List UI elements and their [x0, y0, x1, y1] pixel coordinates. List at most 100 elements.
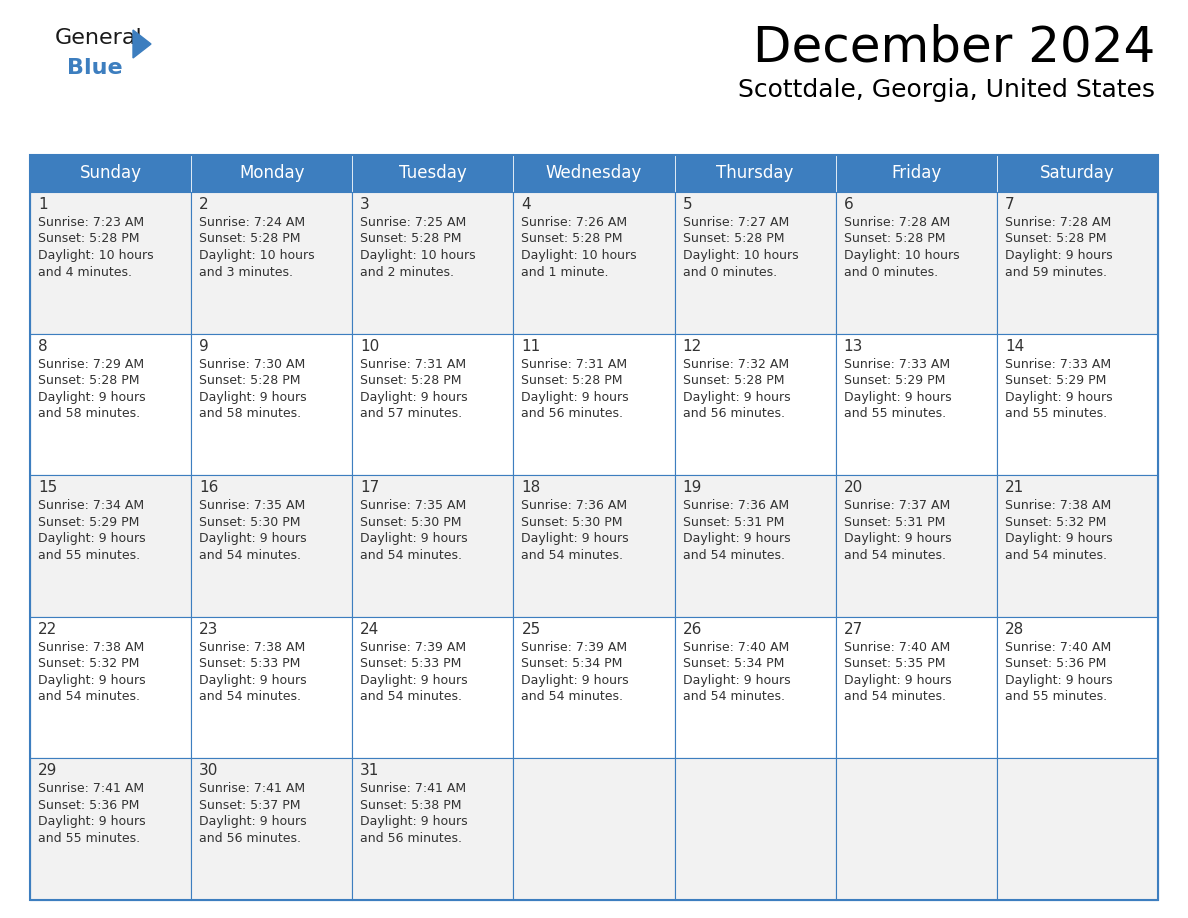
Bar	[513, 192, 675, 333]
Text: December 2024: December 2024	[753, 23, 1155, 71]
Text: 29: 29	[38, 764, 57, 778]
Text: Wednesday: Wednesday	[545, 164, 643, 183]
Bar	[675, 155, 835, 192]
Text: 28: 28	[1005, 621, 1024, 637]
Bar	[835, 758, 997, 900]
Bar	[353, 617, 513, 758]
Text: Thursday: Thursday	[716, 164, 794, 183]
Bar	[513, 617, 675, 758]
Text: Sunrise: 7:41 AM
Sunset: 5:36 PM
Daylight: 9 hours
and 55 minutes.: Sunrise: 7:41 AM Sunset: 5:36 PM Dayligh…	[38, 782, 146, 845]
Text: Sunrise: 7:38 AM
Sunset: 5:32 PM
Daylight: 9 hours
and 54 minutes.: Sunrise: 7:38 AM Sunset: 5:32 PM Dayligh…	[38, 641, 146, 703]
Bar	[675, 617, 835, 758]
Text: Sunrise: 7:41 AM
Sunset: 5:38 PM
Daylight: 9 hours
and 56 minutes.: Sunrise: 7:41 AM Sunset: 5:38 PM Dayligh…	[360, 782, 468, 845]
Text: Sunrise: 7:27 AM
Sunset: 5:28 PM
Daylight: 10 hours
and 0 minutes.: Sunrise: 7:27 AM Sunset: 5:28 PM Dayligh…	[683, 216, 798, 278]
Polygon shape	[133, 30, 151, 58]
Bar	[513, 155, 675, 192]
Text: Sunrise: 7:41 AM
Sunset: 5:37 PM
Daylight: 9 hours
and 56 minutes.: Sunrise: 7:41 AM Sunset: 5:37 PM Dayligh…	[200, 782, 307, 845]
Text: Sunday: Sunday	[80, 164, 141, 183]
Bar	[675, 192, 835, 333]
Text: 7: 7	[1005, 197, 1015, 212]
Text: 24: 24	[360, 621, 379, 637]
Bar	[353, 192, 513, 333]
Text: Saturday: Saturday	[1040, 164, 1114, 183]
Text: Sunrise: 7:33 AM
Sunset: 5:29 PM
Daylight: 9 hours
and 55 minutes.: Sunrise: 7:33 AM Sunset: 5:29 PM Dayligh…	[843, 358, 952, 420]
Text: Monday: Monday	[239, 164, 304, 183]
Text: Sunrise: 7:38 AM
Sunset: 5:32 PM
Daylight: 9 hours
and 54 minutes.: Sunrise: 7:38 AM Sunset: 5:32 PM Dayligh…	[1005, 499, 1112, 562]
Bar	[191, 192, 353, 333]
Text: Sunrise: 7:30 AM
Sunset: 5:28 PM
Daylight: 9 hours
and 58 minutes.: Sunrise: 7:30 AM Sunset: 5:28 PM Dayligh…	[200, 358, 307, 420]
Text: 12: 12	[683, 339, 702, 353]
Text: Scottdale, Georgia, United States: Scottdale, Georgia, United States	[738, 78, 1155, 102]
Bar	[30, 155, 191, 192]
Text: 19: 19	[683, 480, 702, 495]
Text: 30: 30	[200, 764, 219, 778]
Bar	[835, 476, 997, 617]
Text: Sunrise: 7:37 AM
Sunset: 5:31 PM
Daylight: 9 hours
and 54 minutes.: Sunrise: 7:37 AM Sunset: 5:31 PM Dayligh…	[843, 499, 952, 562]
Bar	[30, 617, 191, 758]
Text: Sunrise: 7:39 AM
Sunset: 5:33 PM
Daylight: 9 hours
and 54 minutes.: Sunrise: 7:39 AM Sunset: 5:33 PM Dayligh…	[360, 641, 468, 703]
Text: 23: 23	[200, 621, 219, 637]
Bar	[353, 333, 513, 476]
Bar	[30, 333, 191, 476]
Text: Sunrise: 7:23 AM
Sunset: 5:28 PM
Daylight: 10 hours
and 4 minutes.: Sunrise: 7:23 AM Sunset: 5:28 PM Dayligh…	[38, 216, 153, 278]
Text: 6: 6	[843, 197, 853, 212]
Text: 8: 8	[38, 339, 48, 353]
Text: Sunrise: 7:35 AM
Sunset: 5:30 PM
Daylight: 9 hours
and 54 minutes.: Sunrise: 7:35 AM Sunset: 5:30 PM Dayligh…	[360, 499, 468, 562]
Text: Sunrise: 7:28 AM
Sunset: 5:28 PM
Daylight: 9 hours
and 59 minutes.: Sunrise: 7:28 AM Sunset: 5:28 PM Dayligh…	[1005, 216, 1112, 278]
Bar	[997, 476, 1158, 617]
Bar	[675, 476, 835, 617]
Bar	[513, 333, 675, 476]
Text: Tuesday: Tuesday	[399, 164, 467, 183]
Text: Sunrise: 7:32 AM
Sunset: 5:28 PM
Daylight: 9 hours
and 56 minutes.: Sunrise: 7:32 AM Sunset: 5:28 PM Dayligh…	[683, 358, 790, 420]
Text: Sunrise: 7:36 AM
Sunset: 5:31 PM
Daylight: 9 hours
and 54 minutes.: Sunrise: 7:36 AM Sunset: 5:31 PM Dayligh…	[683, 499, 790, 562]
Text: 21: 21	[1005, 480, 1024, 495]
Text: Sunrise: 7:29 AM
Sunset: 5:28 PM
Daylight: 9 hours
and 58 minutes.: Sunrise: 7:29 AM Sunset: 5:28 PM Dayligh…	[38, 358, 146, 420]
Bar	[191, 155, 353, 192]
Bar	[997, 758, 1158, 900]
Text: 22: 22	[38, 621, 57, 637]
Bar	[30, 155, 1158, 900]
Bar	[30, 192, 191, 333]
Bar	[835, 617, 997, 758]
Text: Sunrise: 7:40 AM
Sunset: 5:35 PM
Daylight: 9 hours
and 54 minutes.: Sunrise: 7:40 AM Sunset: 5:35 PM Dayligh…	[843, 641, 952, 703]
Bar	[997, 192, 1158, 333]
Text: Sunrise: 7:31 AM
Sunset: 5:28 PM
Daylight: 9 hours
and 56 minutes.: Sunrise: 7:31 AM Sunset: 5:28 PM Dayligh…	[522, 358, 630, 420]
Bar	[835, 192, 997, 333]
Bar	[835, 155, 997, 192]
Bar	[997, 333, 1158, 476]
Text: Sunrise: 7:40 AM
Sunset: 5:36 PM
Daylight: 9 hours
and 55 minutes.: Sunrise: 7:40 AM Sunset: 5:36 PM Dayligh…	[1005, 641, 1112, 703]
Text: 13: 13	[843, 339, 864, 353]
Text: 20: 20	[843, 480, 862, 495]
Bar	[353, 476, 513, 617]
Text: 11: 11	[522, 339, 541, 353]
Text: 5: 5	[683, 197, 693, 212]
Text: Sunrise: 7:40 AM
Sunset: 5:34 PM
Daylight: 9 hours
and 54 minutes.: Sunrise: 7:40 AM Sunset: 5:34 PM Dayligh…	[683, 641, 790, 703]
Text: 10: 10	[360, 339, 379, 353]
Bar	[30, 476, 191, 617]
Text: Sunrise: 7:38 AM
Sunset: 5:33 PM
Daylight: 9 hours
and 54 minutes.: Sunrise: 7:38 AM Sunset: 5:33 PM Dayligh…	[200, 641, 307, 703]
Text: 18: 18	[522, 480, 541, 495]
Text: 26: 26	[683, 621, 702, 637]
Bar	[191, 476, 353, 617]
Text: 16: 16	[200, 480, 219, 495]
Text: Sunrise: 7:25 AM
Sunset: 5:28 PM
Daylight: 10 hours
and 2 minutes.: Sunrise: 7:25 AM Sunset: 5:28 PM Dayligh…	[360, 216, 476, 278]
Bar	[191, 333, 353, 476]
Text: General: General	[55, 28, 143, 48]
Bar	[997, 617, 1158, 758]
Text: 3: 3	[360, 197, 369, 212]
Text: 31: 31	[360, 764, 380, 778]
Text: 25: 25	[522, 621, 541, 637]
Text: 4: 4	[522, 197, 531, 212]
Text: Sunrise: 7:34 AM
Sunset: 5:29 PM
Daylight: 9 hours
and 55 minutes.: Sunrise: 7:34 AM Sunset: 5:29 PM Dayligh…	[38, 499, 146, 562]
Text: Sunrise: 7:35 AM
Sunset: 5:30 PM
Daylight: 9 hours
and 54 minutes.: Sunrise: 7:35 AM Sunset: 5:30 PM Dayligh…	[200, 499, 307, 562]
Text: Sunrise: 7:28 AM
Sunset: 5:28 PM
Daylight: 10 hours
and 0 minutes.: Sunrise: 7:28 AM Sunset: 5:28 PM Dayligh…	[843, 216, 960, 278]
Bar	[191, 758, 353, 900]
Text: Friday: Friday	[891, 164, 941, 183]
Bar	[353, 758, 513, 900]
Text: Sunrise: 7:24 AM
Sunset: 5:28 PM
Daylight: 10 hours
and 3 minutes.: Sunrise: 7:24 AM Sunset: 5:28 PM Dayligh…	[200, 216, 315, 278]
Text: 27: 27	[843, 621, 862, 637]
Text: Blue: Blue	[67, 58, 122, 78]
Text: 9: 9	[200, 339, 209, 353]
Text: 2: 2	[200, 197, 209, 212]
Bar	[675, 333, 835, 476]
